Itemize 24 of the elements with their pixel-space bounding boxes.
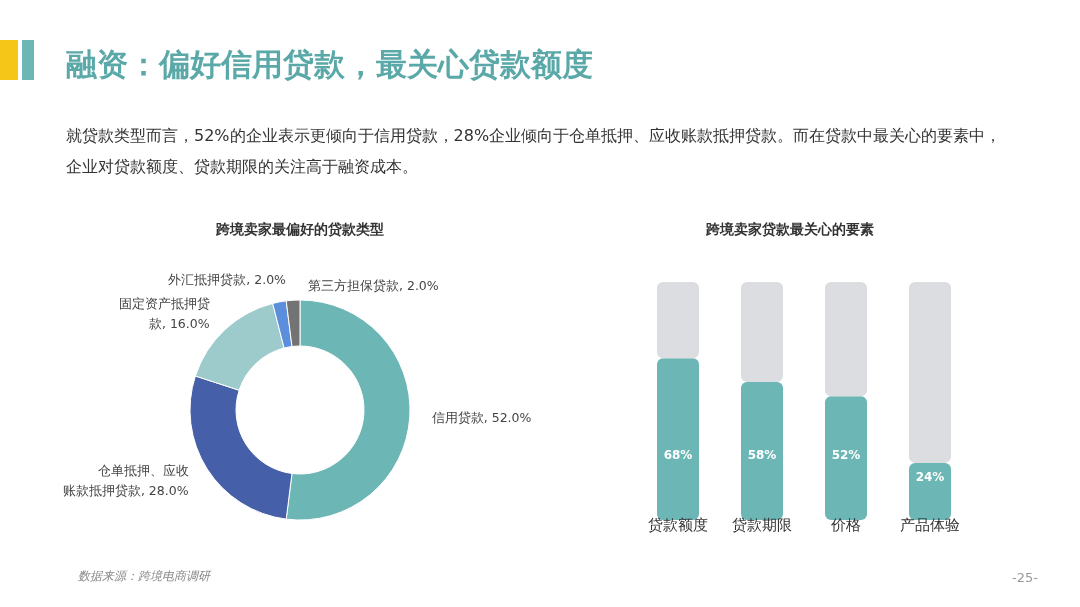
bar: [741, 282, 783, 382]
bar: [825, 396, 867, 520]
text: -25-: [1012, 570, 1038, 585]
chart-title: 跨境卖家贷款最关心的要素: [705, 221, 874, 237]
bar: [909, 282, 951, 463]
text: 融资：偏好信用贷款，最关心贷款额度: [66, 45, 593, 84]
slice-label: 仓单抵押、应收账款抵押贷款, 28.0%: [62, 462, 189, 498]
source-note: 数据来源：跨境电商调研: [78, 568, 210, 585]
bar: [825, 282, 867, 397]
x-tick-label: 价格: [830, 516, 861, 534]
slice-label: 信用贷款, 52.0%: [431, 410, 532, 426]
bar: [657, 282, 699, 359]
data-label: 58%: [747, 448, 777, 462]
data-label: 24%: [915, 469, 945, 484]
slice-label: 第三方担保贷款, 2.0%: [308, 278, 439, 293]
chart-title: 跨境卖家最偏好的贷款类型: [215, 221, 384, 237]
x-tick-label: 贷款额度: [648, 516, 708, 534]
data-label: 52%: [831, 448, 861, 462]
x-tick-label: 贷款期限: [732, 516, 792, 534]
slice-label: 外汇抵押贷款, 2.0%: [168, 272, 287, 287]
data-label: 68%: [663, 448, 693, 462]
slice-label: 固定资产抵押贷款, 16.0%: [118, 295, 210, 331]
x-tick-label: 产品体验: [900, 516, 960, 534]
text: 就贷款类型而言，52%的企业表示更倾向于信用贷款，28%企业倾向于仓单抵押、应收账款抵押贷款。而在贷款中最关心的要素中，企业对贷款额度、贷款期限的关注高于融资成本。: [66, 125, 1003, 178]
